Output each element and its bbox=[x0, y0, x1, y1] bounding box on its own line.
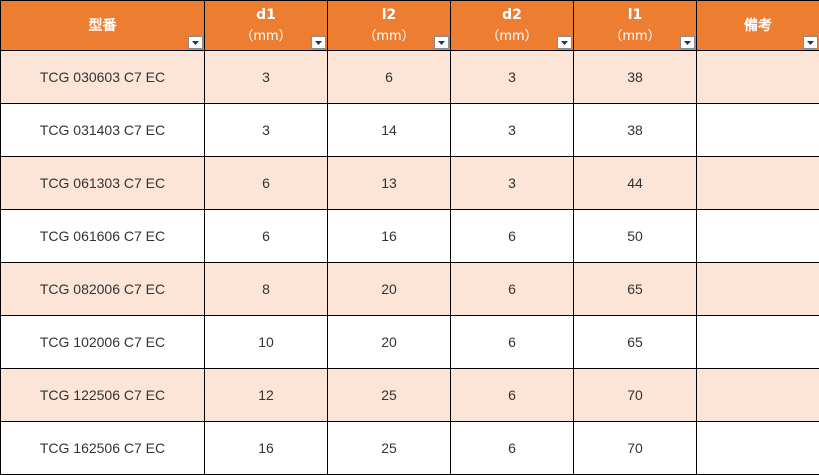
table-row: TCG 061606 C7 EC 6 16 6 50 bbox=[0, 209, 819, 263]
cell-l1[interactable]: 38 bbox=[573, 103, 697, 157]
cell-l1[interactable]: 50 bbox=[573, 209, 697, 263]
cell-remarks[interactable] bbox=[696, 421, 819, 475]
cell-model[interactable]: TCG 061606 C7 EC bbox=[0, 209, 205, 263]
filter-button-d2[interactable] bbox=[557, 36, 572, 49]
cell-d2[interactable]: 3 bbox=[450, 103, 574, 157]
column-header-remarks-label: 備考 bbox=[744, 17, 772, 34]
cell-l1[interactable]: 70 bbox=[573, 368, 697, 422]
dropdown-arrow-icon bbox=[315, 40, 322, 45]
cell-d1[interactable]: 12 bbox=[204, 368, 328, 422]
cell-l2[interactable]: 16 bbox=[327, 209, 451, 263]
header-row: 型番 d1 （mm） l2 （mm） bbox=[0, 0, 819, 51]
cell-remarks[interactable] bbox=[696, 368, 819, 422]
cell-d2[interactable]: 3 bbox=[450, 50, 574, 104]
dropdown-arrow-icon bbox=[807, 40, 814, 45]
cell-model[interactable]: TCG 030603 C7 EC bbox=[0, 50, 205, 104]
cell-l2[interactable]: 14 bbox=[327, 103, 451, 157]
column-header-l2-unit: （mm） bbox=[363, 28, 415, 44]
cell-d1[interactable]: 3 bbox=[204, 50, 328, 104]
table-row: TCG 082006 C7 EC 8 20 6 65 bbox=[0, 262, 819, 316]
filter-button-l1[interactable] bbox=[680, 36, 695, 49]
filter-button-l2[interactable] bbox=[434, 36, 449, 49]
cell-d2[interactable]: 6 bbox=[450, 262, 574, 316]
table-row: TCG 102006 C7 EC 10 20 6 65 bbox=[0, 315, 819, 369]
cell-l2[interactable]: 6 bbox=[327, 50, 451, 104]
cell-d2[interactable]: 6 bbox=[450, 421, 574, 475]
cell-d1[interactable]: 10 bbox=[204, 315, 328, 369]
dropdown-arrow-icon bbox=[561, 40, 568, 45]
column-header-model: 型番 bbox=[0, 0, 205, 51]
cell-model[interactable]: TCG 162506 C7 EC bbox=[0, 421, 205, 475]
cell-l1[interactable]: 65 bbox=[573, 262, 697, 316]
cell-l2[interactable]: 25 bbox=[327, 368, 451, 422]
cell-d2[interactable]: 6 bbox=[450, 368, 574, 422]
cell-d2[interactable]: 3 bbox=[450, 156, 574, 210]
column-header-d1-unit: （mm） bbox=[240, 28, 292, 44]
dropdown-arrow-icon bbox=[684, 40, 691, 45]
cell-l1[interactable]: 70 bbox=[573, 421, 697, 475]
cell-l1[interactable]: 65 bbox=[573, 315, 697, 369]
cell-d2[interactable]: 6 bbox=[450, 209, 574, 263]
cell-remarks[interactable] bbox=[696, 50, 819, 104]
cell-model[interactable]: TCG 102006 C7 EC bbox=[0, 315, 205, 369]
cell-model[interactable]: TCG 082006 C7 EC bbox=[0, 262, 205, 316]
column-header-model-label: 型番 bbox=[88, 17, 117, 34]
column-header-l1-unit: （mm） bbox=[609, 28, 661, 44]
cell-l1[interactable]: 44 bbox=[573, 156, 697, 210]
cell-d1[interactable]: 6 bbox=[204, 209, 328, 263]
cell-d1[interactable]: 6 bbox=[204, 156, 328, 210]
filter-button-model[interactable] bbox=[188, 36, 203, 49]
table-row: TCG 162506 C7 EC 16 25 6 70 bbox=[0, 421, 819, 475]
cell-l2[interactable]: 13 bbox=[327, 156, 451, 210]
cell-d1[interactable]: 16 bbox=[204, 421, 328, 475]
cell-model[interactable]: TCG 061303 C7 EC bbox=[0, 156, 205, 210]
column-header-d1: d1 （mm） bbox=[204, 0, 328, 51]
cell-remarks[interactable] bbox=[696, 315, 819, 369]
dropdown-arrow-icon bbox=[438, 40, 445, 45]
filter-button-remarks[interactable] bbox=[803, 36, 818, 49]
column-header-d2-label: d2 bbox=[502, 6, 522, 23]
cell-model[interactable]: TCG 031403 C7 EC bbox=[0, 103, 205, 157]
column-header-l1-label: l1 bbox=[627, 6, 643, 23]
cell-remarks[interactable] bbox=[696, 103, 819, 157]
cell-l2[interactable]: 20 bbox=[327, 315, 451, 369]
table-row: TCG 030603 C7 EC 3 6 3 38 bbox=[0, 50, 819, 104]
table-row: TCG 122506 C7 EC 12 25 6 70 bbox=[0, 368, 819, 422]
column-header-d1-label: d1 bbox=[256, 6, 276, 23]
column-header-l2: l2 （mm） bbox=[327, 0, 451, 51]
column-header-l1: l1 （mm） bbox=[573, 0, 697, 51]
column-header-d2-unit: （mm） bbox=[486, 28, 538, 44]
filter-button-d1[interactable] bbox=[311, 36, 326, 49]
cell-l2[interactable]: 20 bbox=[327, 262, 451, 316]
table-row: TCG 031403 C7 EC 3 14 3 38 bbox=[0, 103, 819, 157]
column-header-l2-label: l2 bbox=[381, 6, 397, 23]
column-header-remarks: 備考 bbox=[696, 0, 819, 51]
cell-d2[interactable]: 6 bbox=[450, 315, 574, 369]
cell-d1[interactable]: 8 bbox=[204, 262, 328, 316]
cell-remarks[interactable] bbox=[696, 262, 819, 316]
table-body: TCG 030603 C7 EC 3 6 3 38 TCG 031403 C7 EC 3 14… bbox=[0, 50, 819, 475]
table-row: TCG 061303 C7 EC 6 13 3 44 bbox=[0, 156, 819, 210]
column-header-d2: d2 （mm） bbox=[450, 0, 574, 51]
cell-l1[interactable]: 38 bbox=[573, 50, 697, 104]
dropdown-arrow-icon bbox=[192, 40, 199, 45]
cell-remarks[interactable] bbox=[696, 209, 819, 263]
cell-d1[interactable]: 3 bbox=[204, 103, 328, 157]
cell-model[interactable]: TCG 122506 C7 EC bbox=[0, 368, 205, 422]
cell-remarks[interactable] bbox=[696, 156, 819, 210]
cell-l2[interactable]: 25 bbox=[327, 421, 451, 475]
